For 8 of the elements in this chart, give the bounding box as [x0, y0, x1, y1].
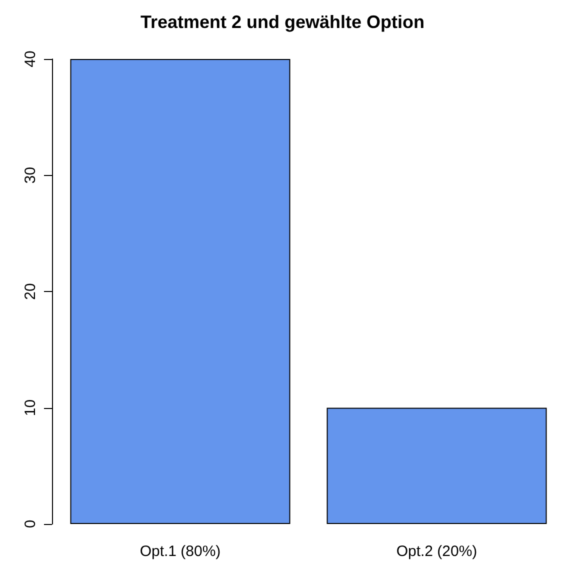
- x-tick-label: Opt.2 (20%): [396, 543, 478, 560]
- y-tick-label: 40: [22, 50, 39, 68]
- y-tick-label: 30: [22, 166, 39, 184]
- y-tick-label: 0: [22, 520, 39, 528]
- y-tick-label: 20: [22, 283, 39, 300]
- x-tick-label: Opt.1 (80%): [140, 543, 221, 560]
- chart-title: Treatment 2 und gewählte Option: [140, 12, 425, 32]
- y-tick-label: 10: [22, 399, 39, 416]
